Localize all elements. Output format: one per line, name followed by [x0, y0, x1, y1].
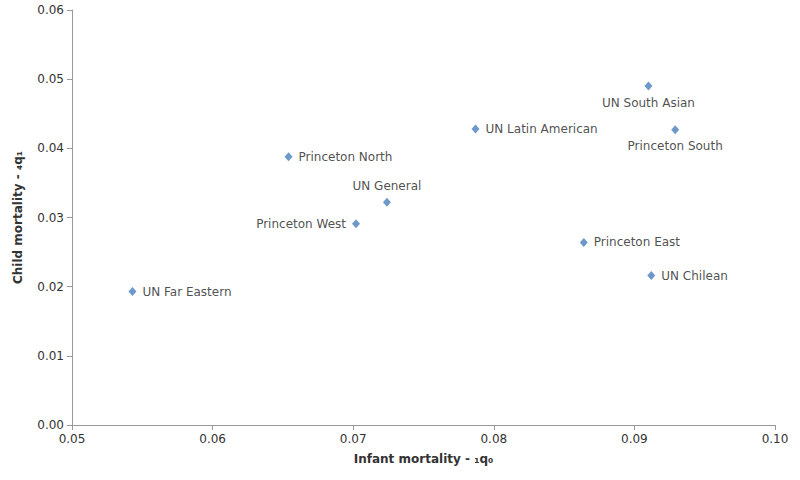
svg-text:UN Chilean: UN Chilean — [661, 269, 728, 283]
svg-text:0.10: 0.10 — [762, 432, 789, 446]
svg-text:Princeton West: Princeton West — [256, 217, 346, 231]
svg-text:0.02: 0.02 — [37, 280, 64, 294]
svg-text:0.06: 0.06 — [37, 3, 64, 17]
svg-text:0.00: 0.00 — [37, 418, 64, 432]
svg-text:Princeton East: Princeton East — [594, 235, 681, 249]
svg-text:0.05: 0.05 — [37, 72, 64, 86]
svg-text:0.03: 0.03 — [37, 211, 64, 225]
svg-text:0.05: 0.05 — [59, 432, 86, 446]
svg-text:UN Latin American: UN Latin American — [486, 122, 598, 136]
svg-text:Infant mortality - ₁q₀: Infant mortality - ₁q₀ — [354, 452, 494, 466]
svg-text:0.06: 0.06 — [199, 432, 226, 446]
svg-text:UN General: UN General — [353, 179, 422, 193]
svg-text:0.07: 0.07 — [340, 432, 367, 446]
svg-text:0.04: 0.04 — [37, 141, 64, 155]
svg-text:Princeton North: Princeton North — [299, 150, 393, 164]
svg-text:0.09: 0.09 — [621, 432, 648, 446]
svg-text:Princeton South: Princeton South — [628, 139, 723, 153]
svg-text:0.01: 0.01 — [37, 349, 64, 363]
svg-text:UN Far Eastern: UN Far Eastern — [142, 285, 231, 299]
svg-text:0.08: 0.08 — [480, 432, 507, 446]
svg-text:UN South Asian: UN South Asian — [602, 96, 695, 110]
svg-text:Child mortality - ₄q₁: Child mortality - ₄q₁ — [11, 151, 25, 284]
